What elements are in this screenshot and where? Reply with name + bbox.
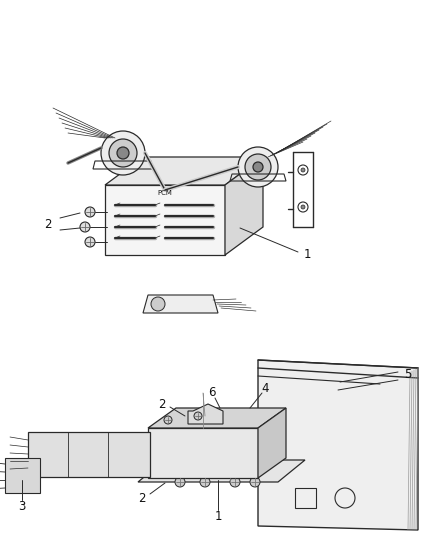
Circle shape <box>200 477 210 487</box>
Text: 2: 2 <box>44 217 52 230</box>
Text: 3: 3 <box>18 500 26 513</box>
Text: 6: 6 <box>208 386 216 400</box>
Polygon shape <box>258 408 286 478</box>
Circle shape <box>117 147 129 159</box>
Text: 5: 5 <box>404 367 412 381</box>
Text: 1: 1 <box>214 511 222 523</box>
Circle shape <box>80 222 90 232</box>
Polygon shape <box>225 157 263 255</box>
Circle shape <box>151 297 165 311</box>
Circle shape <box>298 165 308 175</box>
Polygon shape <box>258 360 418 530</box>
Polygon shape <box>28 432 150 477</box>
Circle shape <box>245 154 271 180</box>
Polygon shape <box>138 460 305 482</box>
Circle shape <box>238 147 278 187</box>
Text: 1: 1 <box>303 247 311 261</box>
Circle shape <box>230 477 240 487</box>
Circle shape <box>164 416 172 424</box>
Polygon shape <box>148 408 286 428</box>
Circle shape <box>301 205 305 209</box>
Circle shape <box>301 168 305 172</box>
Circle shape <box>85 207 95 217</box>
Circle shape <box>253 162 263 172</box>
Polygon shape <box>105 185 225 255</box>
Polygon shape <box>143 295 218 313</box>
Circle shape <box>101 131 145 175</box>
Circle shape <box>250 477 260 487</box>
Text: PCM: PCM <box>158 190 173 196</box>
Text: 2: 2 <box>158 398 166 410</box>
Text: 2: 2 <box>138 491 146 505</box>
Polygon shape <box>148 428 258 478</box>
Polygon shape <box>5 458 40 493</box>
Circle shape <box>85 237 95 247</box>
Text: 4: 4 <box>261 382 269 394</box>
Circle shape <box>298 202 308 212</box>
Polygon shape <box>188 404 223 424</box>
Circle shape <box>175 477 185 487</box>
Circle shape <box>109 139 137 167</box>
Polygon shape <box>105 157 263 185</box>
Circle shape <box>194 412 202 420</box>
